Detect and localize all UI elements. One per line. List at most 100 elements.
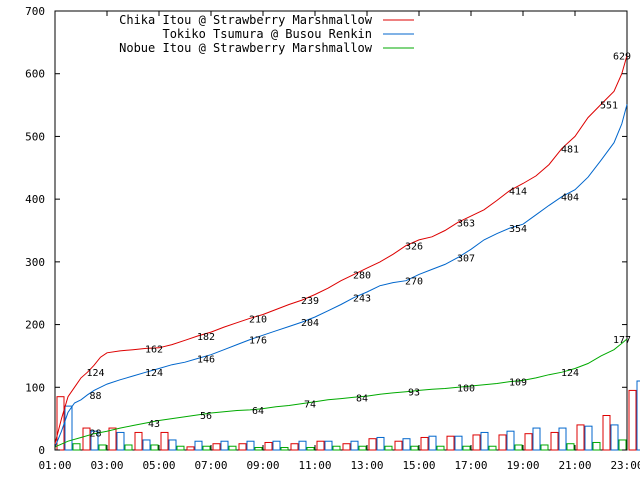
hourly-bar	[436, 445, 445, 451]
data-label: 74	[304, 400, 316, 411]
legend-label: Nobue Itou @ Strawberry Marshmallow	[119, 41, 373, 55]
hourly-bar	[394, 440, 403, 451]
hourly-bar	[194, 440, 203, 451]
data-label: 280	[353, 270, 371, 281]
data-label: 354	[509, 224, 527, 235]
y-tick-label: 500	[25, 130, 45, 143]
data-label: 363	[457, 218, 475, 229]
hourly-bar	[272, 440, 281, 451]
hourly-bar	[246, 440, 255, 451]
data-label: 204	[301, 318, 319, 329]
x-tick-label: 11:00	[298, 459, 331, 472]
x-tick-label: 05:00	[142, 459, 175, 472]
x-tick-label: 01:00	[38, 459, 71, 472]
x-tick-label: 21:00	[558, 459, 591, 472]
hourly-bar	[90, 430, 99, 451]
hourly-bar	[628, 389, 637, 451]
hourly-bar	[610, 424, 619, 451]
hourly-bar	[532, 427, 541, 451]
hourly-bar	[488, 445, 497, 451]
data-label: 88	[89, 391, 101, 402]
hourly-bar	[160, 431, 169, 451]
data-label: 481	[561, 144, 579, 155]
x-tick-label: 23:00	[610, 459, 640, 472]
hourly-bar	[454, 435, 463, 451]
hourly-bar	[306, 446, 315, 451]
hourly-bar	[212, 443, 221, 451]
data-label: 109	[509, 378, 527, 389]
hourly-bar	[202, 445, 211, 451]
hourly-bar	[186, 446, 195, 451]
hourly-bar	[238, 443, 247, 451]
series-line-1	[54, 104, 628, 448]
data-label: 100	[457, 383, 475, 394]
hourly-bar	[280, 446, 289, 451]
x-tick-label: 19:00	[506, 459, 539, 472]
x-tick-label: 09:00	[246, 459, 279, 472]
hourly-bar	[358, 445, 367, 451]
axes: 0 100 200 300 400 500 600 700 01:00 03:00 05:00 07:…	[25, 5, 640, 472]
lines-layer	[54, 55, 628, 448]
hourly-bar	[636, 380, 640, 451]
hourly-bar	[420, 436, 429, 451]
data-label: 176	[249, 336, 267, 347]
x-tick-label: 07:00	[194, 459, 227, 472]
x-tick-label: 03:00	[90, 459, 123, 472]
hourly-bar	[384, 445, 393, 451]
hourly-bar	[584, 425, 593, 451]
hourly-bar	[618, 439, 627, 451]
hourly-bar	[472, 434, 481, 451]
y-tick-label: 600	[25, 68, 45, 81]
data-label: 182	[197, 332, 215, 343]
hourly-bar	[446, 435, 455, 451]
hourly-bar	[498, 434, 507, 451]
data-label: 28	[89, 428, 101, 439]
data-label: 414	[509, 186, 527, 197]
series-line-2	[54, 338, 628, 448]
hourly-bar	[142, 439, 151, 451]
hourly-bar	[592, 441, 601, 451]
legend-label: Tokiko Tsumura @ Busou Renkin	[162, 27, 372, 41]
data-labels: 124 162 182 210 239 280 326 363 414 481 551 629 88 12…	[86, 52, 631, 440]
hourly-bar	[576, 424, 585, 451]
data-label: 239	[301, 296, 319, 307]
series-line-0	[54, 55, 628, 444]
data-label: 93	[408, 388, 420, 399]
hourly-bar	[82, 427, 91, 451]
data-label: 84	[356, 393, 368, 404]
data-label: 243	[353, 294, 371, 305]
data-label: 56	[200, 411, 212, 422]
hourly-bar	[540, 444, 549, 451]
data-label: 124	[561, 368, 579, 379]
hourly-bar	[220, 440, 229, 451]
data-label: 307	[457, 253, 475, 264]
hourly-bar	[150, 444, 159, 451]
hourly-bar	[64, 405, 73, 451]
hourly-bar	[316, 440, 325, 451]
data-label: 270	[405, 277, 423, 288]
data-label: 177	[613, 335, 631, 346]
hourly-bar	[506, 430, 515, 451]
hourly-bar	[108, 427, 117, 451]
hourly-bar	[602, 415, 611, 451]
hourly-bar	[72, 443, 81, 451]
y-tick-label: 700	[25, 5, 45, 18]
data-label: 124	[86, 368, 104, 379]
bars-layer	[56, 380, 640, 451]
data-label: 124	[145, 368, 163, 379]
hourly-bar	[550, 431, 559, 451]
y-tick-label: 100	[25, 381, 45, 394]
y-tick-label: 400	[25, 193, 45, 206]
data-label: 629	[613, 52, 631, 63]
hourly-bar	[228, 445, 237, 451]
hourly-bar	[332, 445, 341, 451]
y-tick-label: 0	[38, 444, 45, 457]
hourly-bar	[264, 441, 273, 451]
hourly-bar	[134, 431, 143, 451]
hourly-bar	[176, 445, 185, 451]
x-tick-label: 13:00	[350, 459, 383, 472]
data-label: 210	[249, 314, 267, 325]
hourly-bar	[116, 431, 125, 451]
x-tick-label: 17:00	[454, 459, 487, 472]
